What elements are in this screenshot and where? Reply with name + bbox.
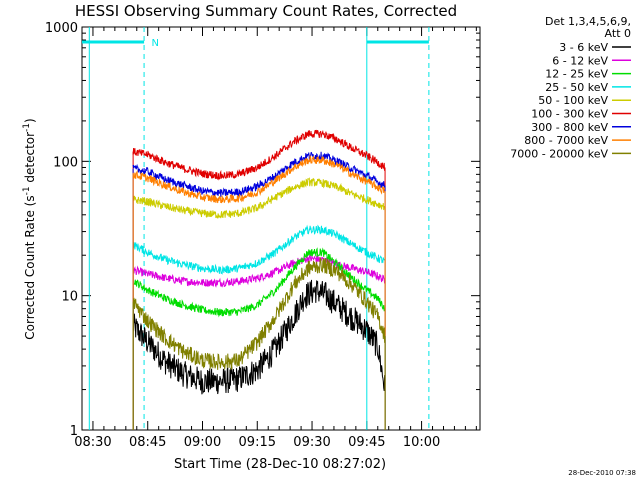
y-label-part-3: ) <box>23 118 37 123</box>
annotation-label: N <box>152 38 159 49</box>
x-tick-label: 09:15 <box>239 435 276 450</box>
y-axis-label: Corrected Count Rate (s-1 detector-1) <box>22 118 37 339</box>
x-tick-label: 08:30 <box>74 435 111 450</box>
legend-entry-label: 6 - 12 keV <box>552 54 608 67</box>
legend-entry-label: 7000 - 20000 keV <box>510 147 608 160</box>
y-tick-label: 1 <box>70 424 78 439</box>
chart-title: HESSI Observing Summary Count Rates, Cor… <box>75 2 457 20</box>
y-tick-label: 10 <box>61 290 78 305</box>
legend-entry-label: 100 - 300 keV <box>531 108 608 121</box>
x-axis-label: Start Time (28-Dec-10 08:27:02) <box>174 457 386 472</box>
series-line <box>132 279 386 395</box>
plot-frame <box>81 26 481 431</box>
series-line <box>132 129 386 181</box>
x-tick-label: 09:45 <box>348 435 385 450</box>
series-line <box>132 154 386 204</box>
footer-timestamp: 28-Dec-2010 07:38 <box>568 469 636 477</box>
y-label-part-1: Corrected Count Rate (s <box>23 195 37 339</box>
series-line <box>132 224 386 275</box>
x-tick-label: 08:45 <box>129 435 166 450</box>
y-label-sup-2: -1 <box>22 123 32 132</box>
series-line <box>132 257 386 371</box>
plot-area: 1 10 100 1000 08:30 08:45 09:00 09:15 09:30 09:45… <box>45 21 481 450</box>
legend-header: Att 0 <box>605 27 631 40</box>
legend-entry-label: 800 - 7000 keV <box>524 134 608 147</box>
x-tick-label: 09:30 <box>293 435 330 450</box>
y-label-sup-1: -1 <box>22 186 32 195</box>
x-tick-label: 10:00 <box>403 435 440 450</box>
legend-entry-label: 300 - 800 keV <box>531 121 608 134</box>
x-tick-label: 09:00 <box>184 435 221 450</box>
legend-entry-label: 25 - 50 keV <box>545 81 608 94</box>
legend-header: Det 1,3,4,5,6,9, <box>545 15 631 28</box>
y-label-part-2: detector <box>23 132 37 187</box>
y-tick-label: 100 <box>53 155 78 170</box>
legend-entry-label: 3 - 6 keV <box>559 41 608 54</box>
legend-entry-label: 12 - 25 keV <box>545 68 608 81</box>
y-tick-label: 1000 <box>45 21 78 36</box>
legend-entry-label: 50 - 100 keV <box>538 94 608 107</box>
series-line <box>132 177 386 219</box>
